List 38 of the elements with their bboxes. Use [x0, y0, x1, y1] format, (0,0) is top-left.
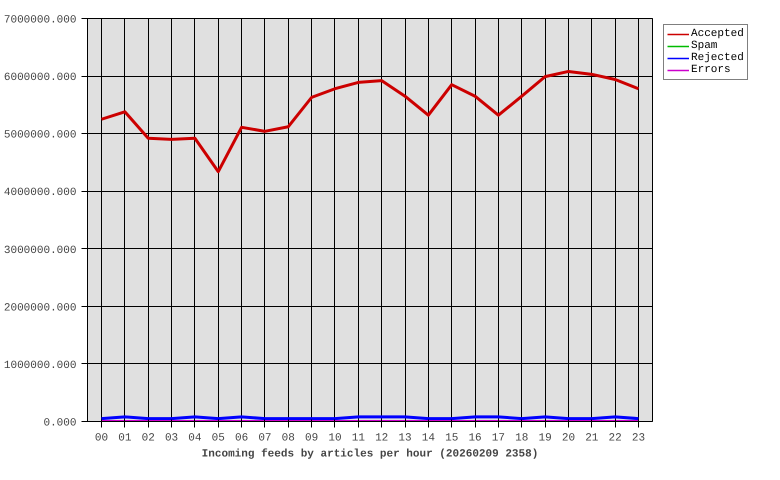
x-tick-label: 14: [422, 432, 436, 444]
x-tick-label: 06: [234, 432, 248, 444]
x-tick-label: 10: [328, 432, 342, 444]
x-tick-label: 17: [492, 432, 506, 444]
x-tick-label: 09: [305, 432, 318, 444]
y-tick-label: 5000000.000: [4, 130, 77, 142]
x-tick-label: 00: [94, 432, 108, 444]
x-tick-label: 02: [142, 432, 155, 444]
x-tick-label: 13: [398, 432, 412, 444]
y-tick-label: 1000000.000: [4, 360, 77, 372]
x-tick-label: 01: [118, 432, 132, 444]
y-tick-label: 3000000.000: [4, 244, 77, 257]
line-series: [100, 70, 640, 174]
x-axis-title: Incoming feeds by articles per hour (20260209 2358): [202, 448, 538, 460]
x-tick-label: 16: [468, 432, 482, 444]
x-tick-label: 08: [282, 432, 295, 444]
legend-label: Errors: [691, 64, 731, 76]
x-tick-label: 11: [352, 432, 366, 444]
legend-label: Spam: [691, 40, 718, 52]
x-tick-label: 05: [212, 432, 225, 444]
x-tick-label: 18: [515, 432, 528, 444]
x-tick-label: 20: [562, 432, 576, 444]
x-tick-label: 04: [188, 432, 202, 444]
x-tick-label: 23: [632, 432, 646, 444]
y-tick-label: 0.000: [43, 418, 77, 430]
legend-label: Rejected: [691, 52, 744, 64]
x-tick-label: 03: [164, 432, 178, 444]
x-tick-label: 21: [585, 432, 599, 444]
x-tick-label: 07: [258, 432, 272, 444]
x-tick-label: 15: [445, 432, 458, 444]
y-tick-label: 4000000.000: [4, 187, 77, 200]
x-tick-label: 22: [608, 432, 622, 444]
x-tick-label: 19: [538, 432, 552, 444]
y-tick-label: 7000000.000: [4, 14, 77, 26]
y-tick-label: 6000000.000: [4, 72, 77, 84]
y-tick-label: 2000000.000: [4, 302, 77, 314]
x-tick-label: 12: [375, 432, 388, 444]
legend-label: Accepted: [691, 28, 744, 40]
